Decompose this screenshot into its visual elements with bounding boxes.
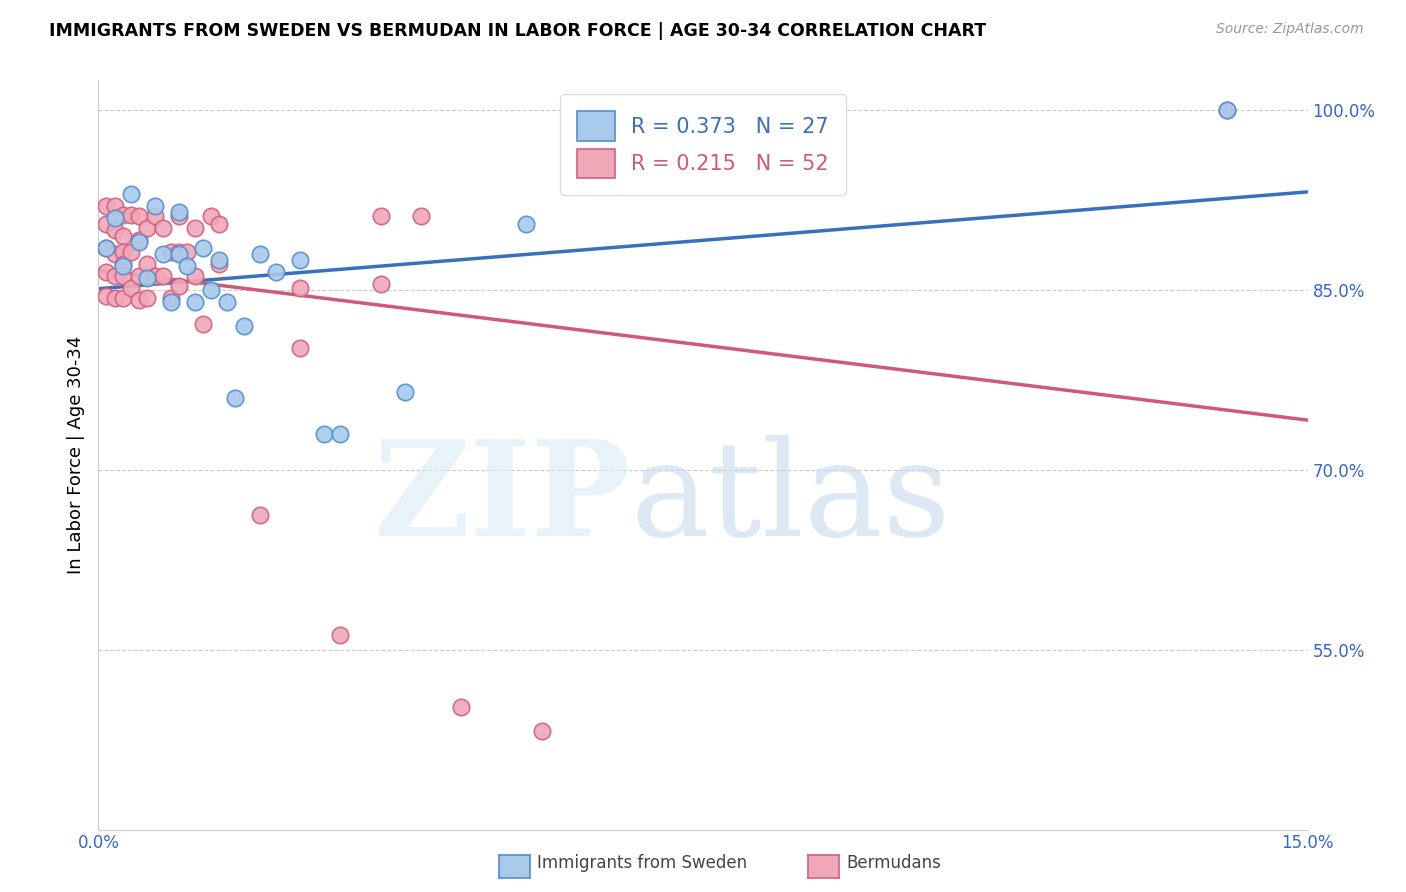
Point <box>515 217 537 231</box>
Text: Immigrants from Sweden: Immigrants from Sweden <box>537 855 747 872</box>
Point <box>120 187 142 202</box>
Point <box>394 384 416 399</box>
Point <box>103 247 125 261</box>
Text: Source: ZipAtlas.com: Source: ZipAtlas.com <box>1216 22 1364 37</box>
Point <box>160 295 183 310</box>
Point <box>111 257 134 271</box>
Point <box>103 268 125 283</box>
Point <box>160 244 183 259</box>
Point <box>193 241 215 255</box>
Point <box>370 209 392 223</box>
Point <box>264 265 287 279</box>
Point <box>135 292 157 306</box>
Point <box>288 281 311 295</box>
Point <box>135 220 157 235</box>
Point <box>135 257 157 271</box>
Point <box>329 426 352 441</box>
Point <box>249 247 271 261</box>
Point <box>167 209 190 223</box>
Point <box>128 233 150 247</box>
Point <box>167 205 190 219</box>
Point <box>176 244 198 259</box>
Point <box>152 220 174 235</box>
Text: ZIP: ZIP <box>374 435 630 565</box>
Point <box>111 268 134 283</box>
Point <box>167 247 190 261</box>
Point <box>143 199 166 213</box>
Point <box>152 268 174 283</box>
Point <box>152 247 174 261</box>
Point <box>128 209 150 223</box>
Point <box>96 241 118 255</box>
Point <box>167 244 190 259</box>
Text: atlas: atlas <box>630 435 950 565</box>
Point <box>1216 103 1239 118</box>
Point <box>143 209 166 223</box>
Point <box>288 253 311 268</box>
Point <box>184 268 207 283</box>
Point <box>370 277 392 291</box>
Point <box>128 235 150 249</box>
Point <box>200 283 222 297</box>
Point <box>184 220 207 235</box>
Point <box>249 508 271 523</box>
Point <box>103 199 125 213</box>
Point <box>200 209 222 223</box>
Point <box>128 293 150 307</box>
Point <box>288 341 311 355</box>
Point <box>103 292 125 306</box>
Point <box>120 281 142 295</box>
Point <box>160 292 183 306</box>
Point <box>176 259 198 273</box>
Point <box>128 268 150 283</box>
Point <box>193 317 215 331</box>
Point <box>208 257 231 271</box>
Point <box>96 199 118 213</box>
Point <box>167 279 190 293</box>
Point <box>208 217 231 231</box>
Y-axis label: In Labor Force | Age 30-34: In Labor Force | Age 30-34 <box>66 335 84 574</box>
Point <box>208 253 231 268</box>
Point <box>111 208 134 222</box>
Point <box>120 208 142 222</box>
Point <box>224 391 246 405</box>
Legend: R = 0.373   N = 27, R = 0.215   N = 52: R = 0.373 N = 27, R = 0.215 N = 52 <box>561 95 845 195</box>
Point <box>111 229 134 244</box>
Point <box>184 295 207 310</box>
Point <box>103 223 125 237</box>
Point <box>1216 103 1239 118</box>
Point <box>103 211 125 226</box>
Point <box>409 209 432 223</box>
Text: IMMIGRANTS FROM SWEDEN VS BERMUDAN IN LABOR FORCE | AGE 30-34 CORRELATION CHART: IMMIGRANTS FROM SWEDEN VS BERMUDAN IN LA… <box>49 22 987 40</box>
Point <box>143 268 166 283</box>
Point <box>314 426 336 441</box>
Point <box>135 271 157 285</box>
Point <box>111 244 134 259</box>
Point <box>530 724 553 739</box>
Point <box>329 628 352 642</box>
Point <box>111 292 134 306</box>
Text: Bermudans: Bermudans <box>846 855 941 872</box>
Point <box>232 319 254 334</box>
Point <box>96 241 118 255</box>
Point <box>96 217 118 231</box>
Point <box>120 244 142 259</box>
Point <box>111 259 134 273</box>
Point <box>450 700 472 714</box>
Point <box>96 289 118 303</box>
Point <box>96 265 118 279</box>
Point <box>217 295 239 310</box>
